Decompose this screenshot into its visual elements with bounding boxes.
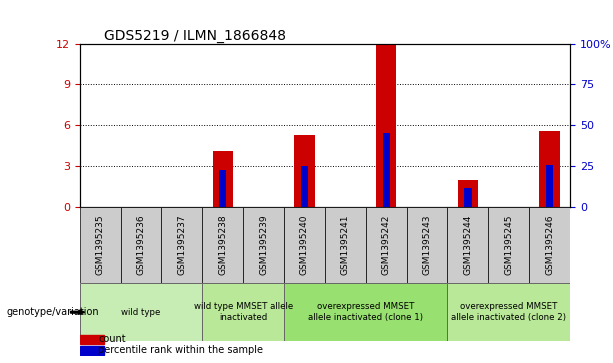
Text: overexpressed MMSET
allele inactivated (clone 1): overexpressed MMSET allele inactivated (…	[308, 302, 423, 322]
Text: GSM1395240: GSM1395240	[300, 215, 309, 275]
Bar	[489, 207, 529, 283]
Text: GSM1395238: GSM1395238	[218, 215, 227, 276]
Text: GDS5219 / ILMN_1866848: GDS5219 / ILMN_1866848	[104, 29, 286, 42]
Bar	[294, 135, 314, 207]
Bar	[406, 207, 447, 283]
Bar	[539, 131, 560, 207]
Text: GSM1395237: GSM1395237	[177, 215, 186, 276]
Text: GSM1395235: GSM1395235	[96, 215, 105, 276]
Bar	[80, 346, 104, 355]
Text: overexpressed MMSET
allele inactivated (clone 2): overexpressed MMSET allele inactivated (…	[451, 302, 566, 322]
Bar	[447, 207, 489, 283]
Text: percentile rank within the sample: percentile rank within the sample	[98, 345, 263, 355]
Bar	[447, 283, 570, 341]
Bar	[383, 133, 390, 207]
Text: GSM1395245: GSM1395245	[504, 215, 513, 275]
Bar	[301, 166, 308, 207]
Bar	[464, 188, 471, 207]
Text: GSM1395239: GSM1395239	[259, 215, 268, 276]
Bar	[284, 207, 325, 283]
Text: wild type: wild type	[121, 308, 161, 317]
Bar	[529, 207, 570, 283]
Text: genotype/variation: genotype/variation	[6, 307, 99, 317]
Bar	[202, 283, 284, 341]
Text: GSM1395242: GSM1395242	[382, 215, 390, 275]
Bar	[80, 283, 202, 341]
Bar	[213, 151, 233, 207]
Bar	[161, 207, 202, 283]
Bar	[243, 207, 284, 283]
Text: GSM1395241: GSM1395241	[341, 215, 350, 275]
Bar	[80, 207, 121, 283]
Bar	[546, 165, 554, 207]
Text: GSM1395244: GSM1395244	[463, 215, 473, 275]
Bar	[376, 44, 397, 207]
Bar	[219, 170, 226, 207]
Bar	[325, 207, 366, 283]
Text: count: count	[98, 334, 126, 344]
Text: GSM1395246: GSM1395246	[545, 215, 554, 275]
Bar	[284, 283, 447, 341]
Bar	[202, 207, 243, 283]
Text: GSM1395243: GSM1395243	[422, 215, 432, 275]
Text: wild type MMSET allele
inactivated: wild type MMSET allele inactivated	[194, 302, 293, 322]
Bar	[458, 180, 478, 207]
Text: GSM1395236: GSM1395236	[137, 215, 145, 276]
Bar	[366, 207, 406, 283]
Bar	[80, 335, 104, 344]
Bar	[121, 207, 161, 283]
